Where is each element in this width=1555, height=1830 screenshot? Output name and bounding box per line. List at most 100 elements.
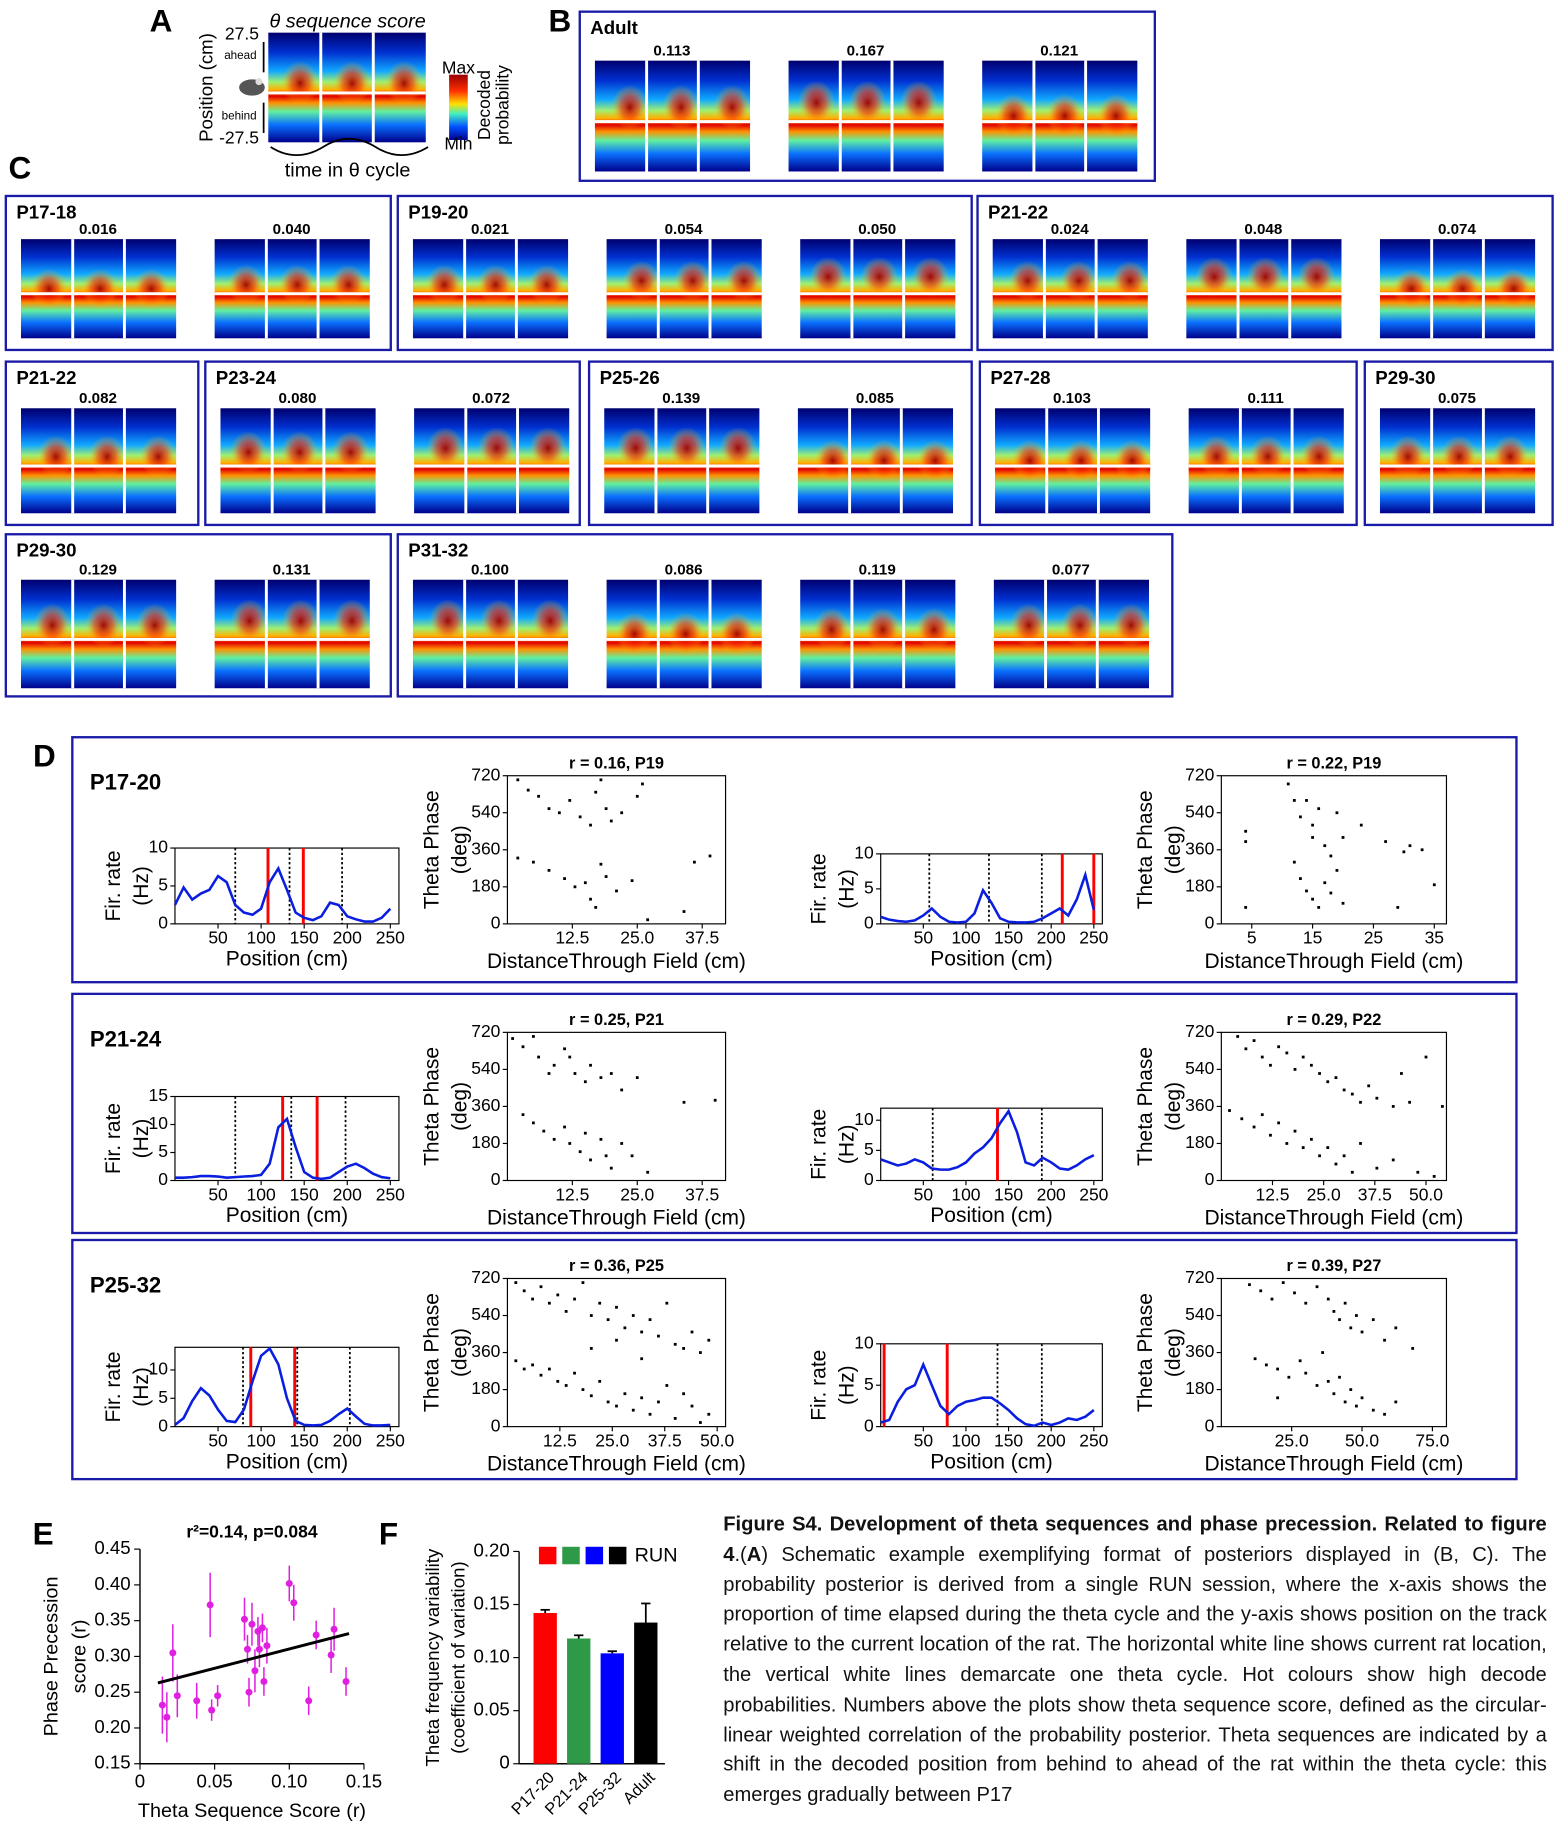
spike-dot xyxy=(1326,1146,1330,1149)
heatmap-peak xyxy=(911,256,950,297)
y-axis-label: (deg) xyxy=(448,1082,471,1131)
spike-dot xyxy=(1355,1314,1358,1317)
plot-title: r = 0.29, P22 xyxy=(1286,1011,1381,1029)
y-axis-label: Position (cm) xyxy=(196,33,217,142)
x-tick-label: 37.5 xyxy=(648,1430,682,1450)
spike-dot xyxy=(1260,1055,1264,1059)
heatmap-peak xyxy=(229,431,268,474)
spike-dot xyxy=(623,1326,627,1330)
spike-dot xyxy=(1338,1318,1341,1322)
y-axis-label: (deg) xyxy=(1162,825,1185,874)
group-box xyxy=(4,194,392,352)
heatmap-peak xyxy=(900,80,938,125)
spike-dot xyxy=(604,875,608,878)
spike-dot xyxy=(1285,1051,1289,1055)
scatter-point xyxy=(258,1624,266,1632)
spike-dot xyxy=(1396,906,1400,909)
colorbar xyxy=(449,74,468,140)
y-tick-label: 5 xyxy=(158,1387,168,1407)
scatter-point xyxy=(263,1642,271,1650)
group-box xyxy=(71,1238,1518,1481)
spike-dot xyxy=(599,862,603,866)
heatmap-peak xyxy=(617,427,655,470)
spike-dot xyxy=(1244,906,1248,909)
x-tick-label: 25.0 xyxy=(595,1430,629,1450)
sequence-score: 0.167 xyxy=(847,42,885,59)
x-tick-label: 200 xyxy=(1037,928,1066,948)
spike-dot xyxy=(568,1142,572,1145)
spike-dot xyxy=(1359,1100,1362,1104)
x-tick-label: 12.5 xyxy=(555,928,589,948)
spike-dot xyxy=(552,1137,556,1141)
plot-frame xyxy=(174,847,400,925)
spike-dot xyxy=(522,1367,526,1371)
x-tick-label: 50 xyxy=(208,928,228,948)
y-tick-label: 720 xyxy=(1185,1021,1214,1041)
spike-dot xyxy=(1342,1154,1346,1158)
spike-dot xyxy=(1228,1109,1231,1112)
y-axis-label: (deg) xyxy=(1162,1328,1185,1377)
y-tick-label: 360 xyxy=(471,838,500,858)
x-axis-label: DistanceThrough Field (cm) xyxy=(487,950,746,973)
heatmap-peak xyxy=(30,268,68,309)
y-tick-label: 360 xyxy=(471,1095,500,1115)
spike-dot xyxy=(563,877,566,881)
spike-dot xyxy=(1240,1117,1244,1121)
spike-dot xyxy=(1326,1297,1330,1301)
spike-dot xyxy=(1318,1072,1321,1075)
panel-letter: B xyxy=(549,3,572,39)
heatmap-peak xyxy=(916,439,954,482)
spike-dot xyxy=(1252,1039,1256,1042)
heatmap-peak xyxy=(1011,439,1049,482)
group-box xyxy=(71,736,1518,984)
y-tick-label: 540 xyxy=(1185,1304,1214,1324)
group-label: P17-20 xyxy=(90,770,161,795)
spike-dot xyxy=(568,799,572,802)
heatmap-peak xyxy=(719,427,757,470)
spike-dot xyxy=(630,1154,634,1158)
y-tick-label: 0.45 xyxy=(94,1537,130,1558)
x-tick-label: 150 xyxy=(290,928,319,948)
spike-dot xyxy=(623,1392,627,1396)
spike-dot xyxy=(707,1338,711,1342)
spike-dot xyxy=(615,1338,618,1342)
heatmap-peak xyxy=(1113,439,1151,482)
x-tick-label: 37.5 xyxy=(685,1184,719,1204)
spike-dot xyxy=(1400,1072,1403,1075)
x-axis-label: Position (cm) xyxy=(930,1450,1052,1473)
spike-dot xyxy=(542,1129,546,1133)
spike-dot xyxy=(1350,1092,1354,1096)
scatter-point xyxy=(193,1697,201,1705)
y-tick-label: 0.10 xyxy=(473,1646,509,1667)
group-box xyxy=(978,360,1358,527)
x-tick-label: 50 xyxy=(914,1430,934,1450)
spike-dot xyxy=(1440,1105,1444,1108)
spike-dot xyxy=(1318,1154,1321,1158)
y-tick-label: 360 xyxy=(1185,1341,1214,1361)
spike-dot xyxy=(646,1170,650,1174)
spike-dot xyxy=(1301,1146,1305,1149)
panel-letter: D xyxy=(33,738,56,774)
panel-letter: A xyxy=(150,3,173,39)
heatmap-peak xyxy=(713,85,751,130)
y-tick-label: 180 xyxy=(1185,1132,1214,1152)
spike-dot xyxy=(648,1318,652,1322)
x-tick-label: 250 xyxy=(376,1184,405,1204)
y-tick-label: 5 xyxy=(864,877,874,897)
spike-dot xyxy=(556,1293,560,1297)
spike-dot xyxy=(1286,782,1290,786)
y-axis-label: (Hz) xyxy=(836,1365,859,1405)
y-tick-label: 0.25 xyxy=(94,1680,130,1701)
spike-dot xyxy=(1342,1088,1346,1092)
spike-dot xyxy=(537,1055,540,1059)
sequence-score: 0.021 xyxy=(471,221,509,238)
spike-dot xyxy=(1293,1129,1297,1133)
heatmap-peak xyxy=(797,80,836,125)
spike-dot xyxy=(531,1297,534,1301)
y-tick-label: 180 xyxy=(1185,1378,1214,1398)
plot-title: r = 0.36, P25 xyxy=(569,1257,664,1275)
x-tick-label: 25.0 xyxy=(1307,1184,1341,1204)
spike-dot xyxy=(1317,906,1321,909)
spike-dot xyxy=(707,1412,711,1416)
spike-dot xyxy=(1424,1055,1428,1059)
